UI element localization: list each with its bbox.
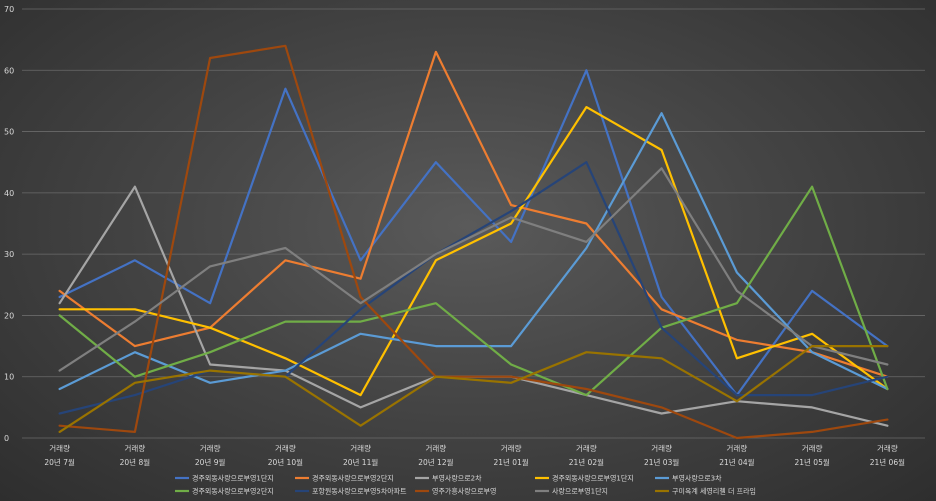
x-tick-label-top: 거래량 [426,444,447,453]
x-tick-label-top: 거래량 [501,444,522,453]
x-tick-label-bottom: 20년 7월 [44,457,75,467]
legend-item: 경주외동사랑으로부영2단지 [295,474,394,483]
series-line-8 [58,44,889,440]
y-tick-label: 50 [4,128,14,137]
legend-label: 경주외동사랑으로부영1단지 [192,474,274,483]
series-line-5 [58,112,889,391]
x-tick-label-top: 거래량 [275,444,296,453]
legend-item: 부영사랑으로3차 [655,474,722,483]
series-line-6 [58,185,889,397]
y-tick-label: 10 [4,373,14,382]
legend-label: 경주외동사랑으로부영1단지 [552,474,634,483]
legend-label: 부영사랑으로2차 [432,474,482,483]
legend-item: 구미옥계 세영리첼 더 프라임 [655,487,756,496]
legend-item: 포항원동사랑으로부영5차아파트 [295,487,407,496]
x-tick-label-top: 거래량 [727,444,748,453]
x-tick-label-top: 거래량 [651,444,672,453]
x-tick-label-bottom: 20년 12월 [418,457,453,467]
y-tick-label: 20 [4,311,14,320]
legend-item: 경주외동사랑으로부영1단지 [175,474,274,483]
legend-item: 영주가흥사랑으로부영 [415,487,496,496]
y-tick-label: 60 [4,66,14,75]
legend-label: 구미옥계 세영리첼 더 프라임 [672,487,756,496]
x-tick-label-top: 거래량 [350,444,371,453]
y-tick-label: 30 [4,250,14,259]
y-tick-label: 0 [4,434,9,443]
series-line-4 [58,105,889,397]
series-line-3 [58,185,889,427]
x-tick-label-top: 거래량 [576,444,597,453]
y-axis-ticks: 0 10 20 30 40 50 60 70 [4,5,14,443]
x-tick-label-top: 거래량 [49,444,70,453]
y-tick-label: 70 [4,5,14,14]
x-tick-label-bottom: 20년 10월 [268,457,303,467]
x-tick-label-top: 거래량 [877,444,898,453]
x-tick-label-bottom: 20년 8월 [120,457,151,467]
series-lines [58,44,889,440]
x-tick-label-top: 거래량 [802,444,823,453]
x-tick-label-top: 거래량 [200,444,221,453]
legend-item: 사랑으로부영1단지 [535,487,608,496]
x-tick-label-bottom: 21년 04월 [719,457,754,467]
x-tick-label-bottom: 20년 11월 [343,457,378,467]
x-axis-ticks: 거래량 20년 7월 거래량 20년 8월 거래량 20년 9월 거래량 20년 10월 거래량… [44,444,905,467]
legend-item: 경주외동사랑으로부영1단지 [535,474,634,483]
x-tick-label-bottom: 20년 9월 [195,457,226,467]
legend-label: 포항원동사랑으로부영5차아파트 [312,487,407,496]
legend-label: 사랑으로부영1단지 [552,487,608,496]
series-line-1 [58,69,889,397]
x-tick-label-bottom: 21년 06월 [870,457,905,467]
x-tick-label-top: 거래량 [125,444,146,453]
legend-label: 경주외동사랑으로부영2단지 [192,487,274,496]
legend-item: 부영사랑으로2차 [415,474,482,483]
legend: 경주외동사랑으로부영1단지 경주외동사랑으로부영2단지 부영사랑으로2차 경주외동사랑… [175,474,756,496]
x-tick-label-bottom: 21년 02월 [569,457,604,467]
legend-label: 영주가흥사랑으로부영 [432,487,496,496]
x-tick-label-bottom: 21년 03월 [644,457,679,467]
legend-item: 경주외동사랑으로부영2단지 [175,487,274,496]
series-line-7 [58,161,889,415]
legend-label: 부영사랑으로3차 [672,474,722,483]
series-line-9 [58,167,889,372]
legend-label: 경주외동사랑으로부영2단지 [312,474,394,483]
x-tick-label-bottom: 21년 05월 [794,457,829,467]
y-tick-label: 40 [4,189,14,198]
x-tick-label-bottom: 21년 01월 [493,457,528,467]
series-line-2 [58,50,889,378]
series-line-10 [58,345,889,433]
